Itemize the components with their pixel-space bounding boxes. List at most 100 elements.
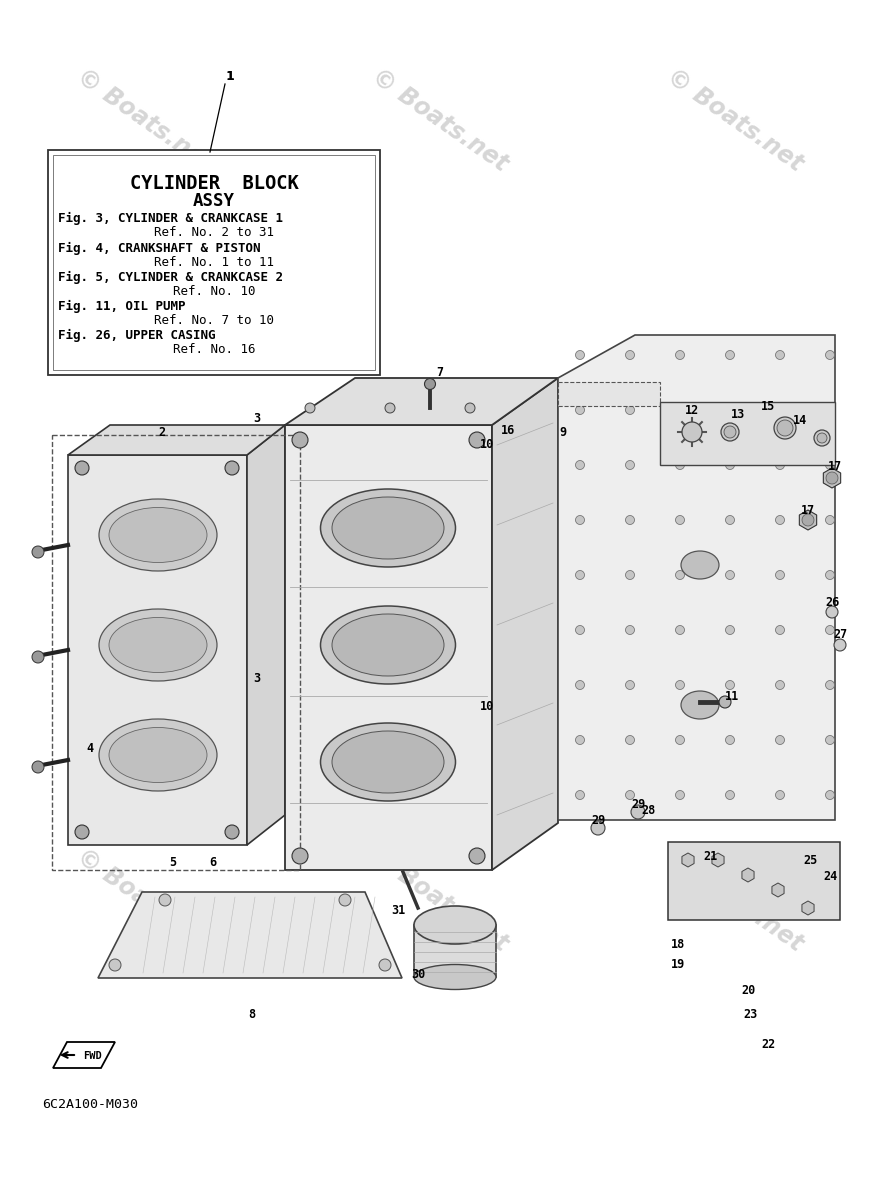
Text: Ref. No. 2 to 31: Ref. No. 2 to 31: [154, 226, 274, 239]
Circle shape: [826, 791, 834, 799]
Text: 16: 16: [501, 424, 515, 437]
Text: © Boats.net: © Boats.net: [72, 454, 217, 566]
Text: 26: 26: [825, 595, 839, 608]
Text: 9: 9: [560, 426, 567, 438]
Text: 30: 30: [411, 967, 425, 980]
Circle shape: [777, 420, 793, 436]
Circle shape: [826, 516, 834, 524]
Text: 27: 27: [833, 628, 847, 641]
Polygon shape: [668, 842, 840, 920]
Circle shape: [32, 546, 44, 558]
Circle shape: [675, 791, 685, 799]
Text: 19: 19: [671, 959, 685, 972]
Ellipse shape: [332, 497, 444, 559]
Ellipse shape: [321, 722, 455, 802]
Circle shape: [575, 680, 585, 690]
Circle shape: [305, 403, 315, 413]
Polygon shape: [558, 335, 835, 820]
Text: Fig. 11, OIL PUMP: Fig. 11, OIL PUMP: [58, 300, 185, 313]
Circle shape: [826, 350, 834, 360]
Ellipse shape: [99, 608, 217, 680]
Text: 18: 18: [671, 937, 685, 950]
Circle shape: [575, 570, 585, 580]
Text: 17: 17: [801, 504, 815, 516]
Circle shape: [774, 416, 796, 439]
Text: Fig. 26, UPPER CASING: Fig. 26, UPPER CASING: [58, 329, 216, 342]
Text: © Boats.net: © Boats.net: [662, 454, 807, 566]
Circle shape: [775, 461, 785, 469]
Text: 1: 1: [227, 70, 234, 83]
Circle shape: [424, 378, 435, 390]
Circle shape: [826, 461, 834, 469]
Circle shape: [575, 736, 585, 744]
Circle shape: [675, 570, 685, 580]
Circle shape: [834, 638, 846, 650]
Circle shape: [724, 426, 736, 438]
Circle shape: [575, 791, 585, 799]
Text: Ref. No. 7 to 10: Ref. No. 7 to 10: [154, 314, 274, 326]
Text: 3: 3: [254, 672, 261, 684]
Circle shape: [682, 422, 702, 442]
Ellipse shape: [681, 691, 719, 719]
Circle shape: [775, 406, 785, 414]
Text: © Boats.net: © Boats.net: [72, 64, 217, 176]
Text: 10: 10: [480, 438, 494, 451]
Circle shape: [626, 350, 634, 360]
Circle shape: [726, 350, 734, 360]
Polygon shape: [98, 892, 402, 978]
Text: 31: 31: [391, 904, 405, 917]
Ellipse shape: [681, 410, 719, 439]
Text: 7: 7: [436, 366, 443, 378]
Text: 3: 3: [254, 412, 261, 425]
Circle shape: [469, 432, 485, 448]
Text: © Boats.net: © Boats.net: [368, 454, 513, 566]
Circle shape: [726, 406, 734, 414]
Ellipse shape: [681, 551, 719, 578]
Polygon shape: [802, 901, 814, 914]
Text: 22: 22: [761, 1038, 775, 1051]
Circle shape: [225, 826, 239, 839]
Circle shape: [292, 848, 308, 864]
Polygon shape: [660, 402, 835, 464]
Ellipse shape: [109, 618, 207, 672]
Text: Fig. 5, CYLINDER & CRANKCASE 2: Fig. 5, CYLINDER & CRANKCASE 2: [58, 271, 283, 284]
Circle shape: [626, 461, 634, 469]
Text: 29: 29: [591, 814, 605, 827]
Circle shape: [675, 461, 685, 469]
Text: 2: 2: [158, 426, 166, 438]
Circle shape: [626, 570, 634, 580]
Circle shape: [775, 680, 785, 690]
Circle shape: [726, 680, 734, 690]
Circle shape: [675, 680, 685, 690]
Text: 1: 1: [226, 70, 235, 83]
Circle shape: [591, 821, 605, 835]
Polygon shape: [68, 455, 247, 845]
Circle shape: [775, 350, 785, 360]
Circle shape: [631, 805, 645, 818]
Ellipse shape: [414, 906, 496, 944]
Circle shape: [826, 606, 838, 618]
Text: Ref. No. 10: Ref. No. 10: [173, 284, 255, 298]
Text: Ref. No. 16: Ref. No. 16: [173, 343, 255, 356]
Circle shape: [675, 516, 685, 524]
Circle shape: [826, 736, 834, 744]
Circle shape: [379, 959, 391, 971]
Circle shape: [626, 406, 634, 414]
Text: 14: 14: [793, 414, 807, 426]
Text: 23: 23: [743, 1008, 757, 1021]
Circle shape: [32, 761, 44, 773]
Polygon shape: [492, 378, 558, 870]
Circle shape: [159, 894, 171, 906]
Polygon shape: [68, 425, 285, 455]
Circle shape: [575, 516, 585, 524]
Polygon shape: [558, 382, 660, 406]
Circle shape: [75, 461, 89, 475]
Circle shape: [575, 406, 585, 414]
Circle shape: [775, 736, 785, 744]
Ellipse shape: [321, 490, 455, 566]
Circle shape: [575, 350, 585, 360]
Circle shape: [469, 848, 485, 864]
Polygon shape: [53, 1042, 115, 1068]
Text: 25: 25: [803, 853, 817, 866]
Circle shape: [814, 430, 830, 446]
